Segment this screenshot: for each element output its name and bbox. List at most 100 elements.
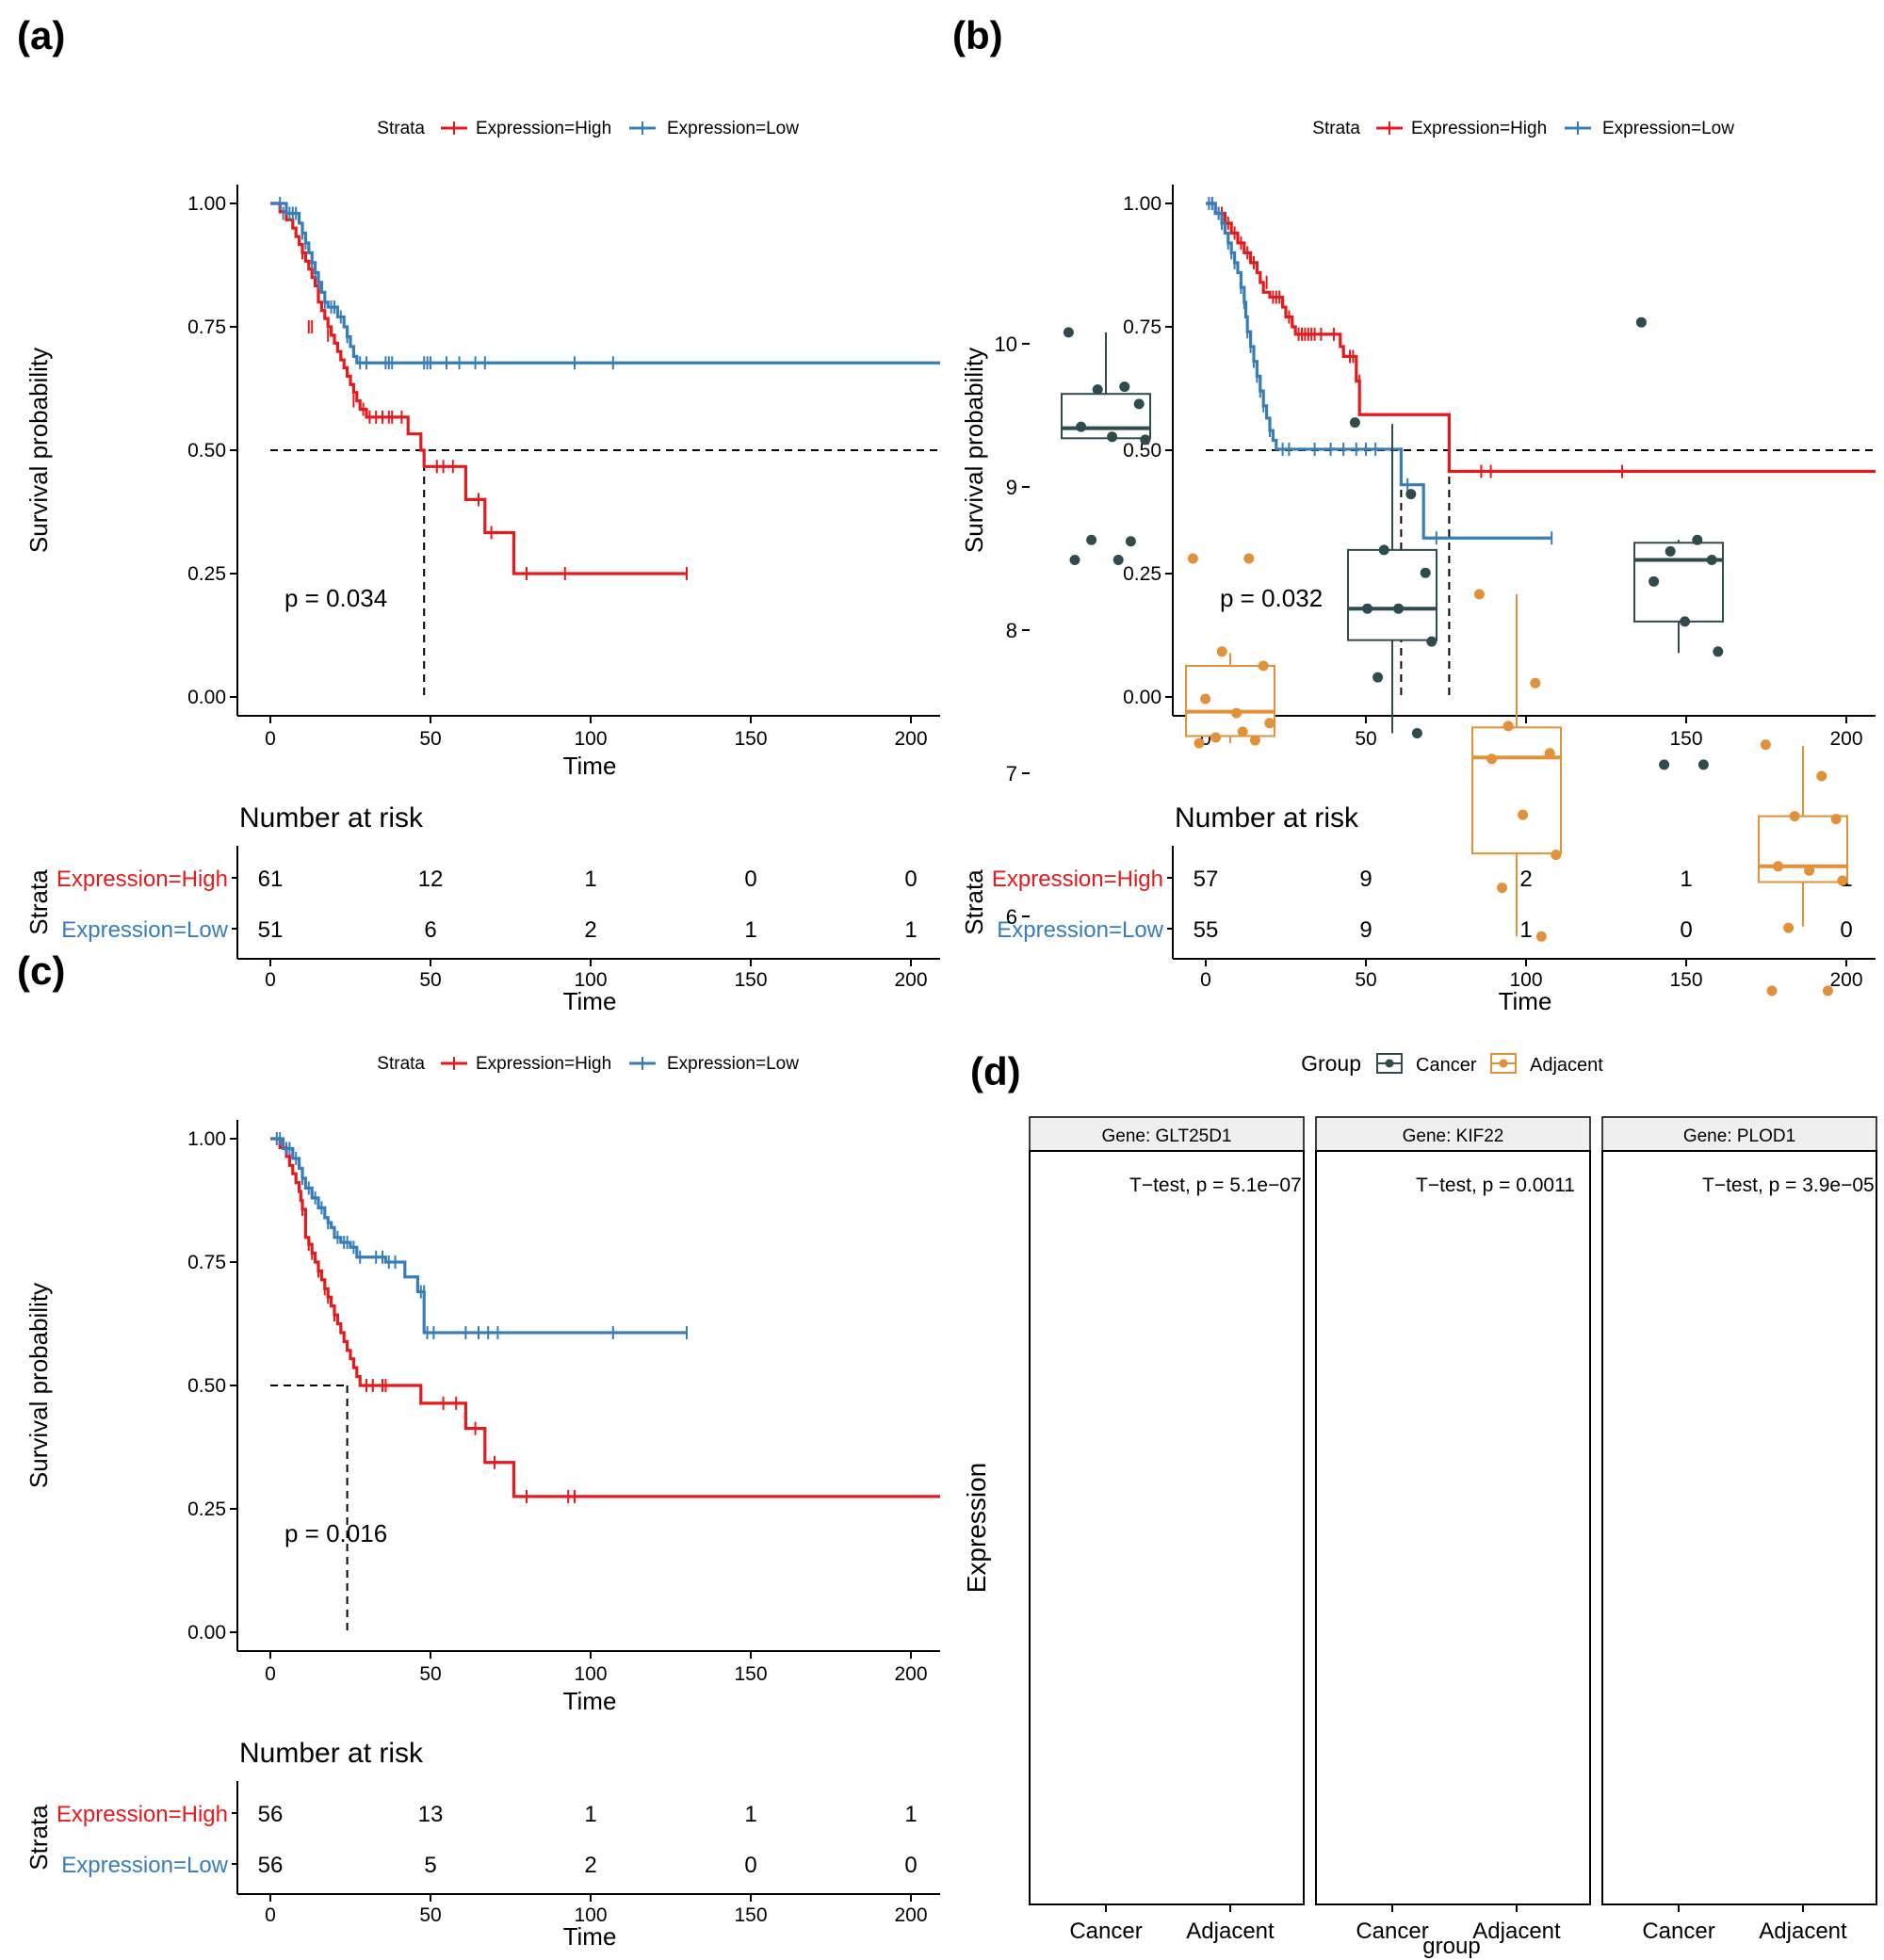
risk-count: 5 (424, 1853, 436, 1878)
data-point (1697, 759, 1709, 770)
risk-table: Number at risk Expression=High 56 13 1 1 1 Expr… (24, 1738, 940, 1951)
x-tick-label: 0 (265, 1663, 276, 1685)
data-point (1113, 555, 1124, 566)
facet-strip (1029, 1116, 1305, 1152)
risk-x-tick-label: 150 (734, 1904, 767, 1926)
risk-x-tick-label: 0 (265, 969, 276, 991)
data-point (1502, 721, 1514, 732)
km-curve-low (270, 1137, 687, 1335)
p-value: p = 0.034 (284, 584, 387, 612)
y-tick-label: 10 (995, 332, 1017, 356)
risk-count: 0 (1840, 917, 1852, 943)
data-point (1551, 850, 1562, 861)
y-tick-label: 0.00 (187, 687, 226, 708)
data-point (1518, 809, 1529, 820)
data-point (1133, 398, 1145, 410)
box-adjacent (1758, 815, 1848, 883)
risk-x-tick-label: 100 (574, 969, 607, 991)
risk-x-axis-title: Time (563, 1922, 617, 1951)
data-point (1086, 534, 1097, 545)
p-value: p = 0.032 (1220, 584, 1323, 612)
facet-frame (1029, 1150, 1305, 1905)
risk-y-axis-title: Strata (24, 869, 53, 935)
risk-count: 1 (904, 1802, 917, 1827)
box-cancer (1347, 548, 1437, 641)
risk-x-tick-label: 100 (574, 1904, 607, 1926)
data-point (1378, 544, 1389, 556)
x-axis-title: group (1422, 1934, 1480, 1959)
risk-table-title: Number at risk (1175, 802, 1359, 834)
data-point (1349, 417, 1360, 429)
y-tick-label: 0.75 (1123, 316, 1161, 338)
legend: Group Cancer Adjacent (1301, 1051, 1603, 1076)
risk-y-axis-title: Strata (24, 1805, 53, 1871)
legend-label-cancer: Cancer (1416, 1055, 1477, 1076)
x-tick-label: 50 (419, 728, 441, 750)
risk-count: 2 (584, 917, 596, 943)
y-axis-title: Survival probability (24, 1283, 53, 1488)
legend-label-high: Expression=High (1411, 119, 1547, 138)
x-tick-label: Adjacent (1472, 1919, 1561, 1944)
legend-label-high: Expression=High (476, 1054, 611, 1074)
data-point (1411, 727, 1422, 738)
x-tick-label: Cancer (1642, 1919, 1714, 1944)
risk-count: 9 (1359, 867, 1372, 892)
data-point (1420, 567, 1431, 578)
ttest-label: T−test, p = 3.9e−05 (1702, 1174, 1875, 1196)
legend: Strata Expression=High Expression=Low (377, 1054, 799, 1074)
legend-key-point (1499, 1059, 1508, 1068)
legend-title: Strata (377, 119, 425, 138)
y-tick-label: 0.50 (187, 440, 226, 462)
ttest-label: T−test, p = 0.0011 (1416, 1174, 1575, 1196)
risk-count: 57 (1194, 867, 1219, 892)
p-value: p = 0.016 (284, 1519, 387, 1547)
data-point (1405, 489, 1417, 500)
risk-x-tick-label: 150 (734, 969, 767, 991)
data-point (1264, 718, 1275, 729)
x-tick-label: 150 (1669, 728, 1702, 750)
risk-x-axis-title: Time (563, 987, 617, 1015)
risk-table-title: Number at risk (239, 1738, 424, 1769)
data-point (1635, 316, 1647, 328)
panel-label: (d) (970, 1049, 1021, 1093)
data-point (1706, 555, 1717, 566)
facet-strip-label: Gene: PLOD1 (1683, 1126, 1795, 1146)
km-panel-a: (a)Strata Expression=High Expression=Low0.… (17, 13, 940, 1015)
facet-strip-label: Gene: GLT25D1 (1101, 1126, 1231, 1146)
risk-count: 1 (1519, 917, 1532, 943)
y-axis-title: Survival probability (24, 348, 53, 553)
x-tick-label: Cancer (1069, 1919, 1142, 1944)
risk-count: 2 (584, 1853, 596, 1878)
x-tick-label: 150 (734, 728, 767, 750)
x-tick-label: 50 (1355, 728, 1376, 750)
y-tick-label: 0.00 (1123, 687, 1161, 708)
data-point (1200, 693, 1211, 705)
risk-x-tick-label: 0 (265, 1904, 276, 1926)
data-point (1822, 985, 1833, 996)
risk-row-label-low: Expression=Low (61, 1853, 228, 1878)
data-point (1243, 553, 1255, 564)
box-adjacent (1471, 726, 1562, 855)
data-point (1107, 431, 1118, 443)
data-point (1249, 735, 1260, 746)
risk-count: 0 (904, 867, 917, 892)
risk-x-tick-label: 200 (894, 969, 927, 991)
km-curve-high (270, 1137, 940, 1498)
legend-label-low: Expression=Low (1602, 119, 1734, 138)
risk-count: 51 (258, 917, 284, 943)
risk-x-tick-label: 50 (1355, 969, 1376, 991)
facet-kif22: Gene: KIF22 T−test, p = 0.0011 Cancer Adjac… (1315, 417, 1591, 1944)
risk-x-tick-label: 200 (894, 1904, 927, 1926)
data-point (1760, 739, 1771, 751)
y-tick-label: 0.75 (187, 1252, 226, 1273)
y-tick-label: 0.50 (187, 1375, 226, 1397)
x-tick-label: Cancer (1356, 1919, 1428, 1944)
risk-count: 55 (1194, 917, 1219, 943)
risk-count: 56 (258, 1853, 284, 1878)
y-tick-label: 0.25 (1123, 563, 1161, 585)
legend-key-point (1385, 1059, 1394, 1068)
x-tick-label: 200 (894, 728, 927, 750)
data-point (1194, 737, 1205, 749)
x-tick-label: 0 (265, 728, 276, 750)
